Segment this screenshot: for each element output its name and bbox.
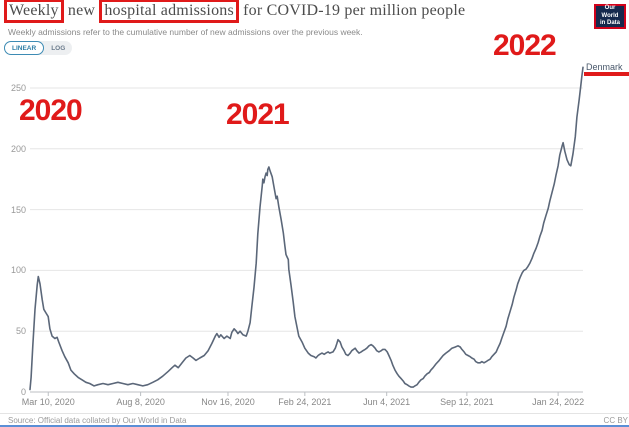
footer-divider xyxy=(0,413,629,414)
x-axis-tick-label: Aug 8, 2020 xyxy=(116,397,165,407)
x-axis-tick-label: Sep 12, 2021 xyxy=(440,397,494,407)
annotation-2020: 2020 xyxy=(19,94,83,127)
x-axis-tick-label: Feb 24, 2021 xyxy=(278,397,332,407)
y-axis-tick-label: 0 xyxy=(20,387,26,397)
owid-logo-line2: in Data xyxy=(599,20,620,27)
y-axis-tick-label: 100 xyxy=(10,265,26,276)
annotation-2021: 2021 xyxy=(226,98,290,131)
log-button[interactable]: LOG xyxy=(51,44,66,52)
title-annotation-box-hospital-admissions: hospital admissions xyxy=(99,0,239,23)
source-note: Source: Official data collated by Our Wo… xyxy=(8,416,187,425)
bottom-blue-line xyxy=(0,425,629,427)
linear-button[interactable]: LINEAR xyxy=(4,41,45,55)
series-label-denmark[interactable]: Denmark xyxy=(586,62,623,72)
y-axis-tick-label: 200 xyxy=(10,143,26,154)
y-axis-tick-label: 150 xyxy=(10,204,26,215)
license-cc-by[interactable]: CC BY xyxy=(603,416,628,425)
title-text-rest: for COVID-19 per million people xyxy=(238,2,466,19)
x-axis-tick-label: Mar 10, 2020 xyxy=(21,397,75,407)
owid-logo-line1: Our World xyxy=(601,5,619,19)
owid-logo[interactable]: Our World in Data xyxy=(594,4,626,29)
y-axis-tick-label: 250 xyxy=(10,83,26,93)
title-text: new xyxy=(63,2,100,19)
x-axis-tick-label: Jan 24, 2022 xyxy=(532,397,585,407)
page-title: Weekly new hospital admissions for COVID… xyxy=(4,0,466,23)
y-axis-tick-label: 50 xyxy=(15,326,26,337)
owid-logo-text: Our World in Data xyxy=(596,5,624,28)
title-annotation-box-weekly: Weekly xyxy=(4,0,64,23)
x-axis-tick-label: Jun 4, 2021 xyxy=(363,397,411,407)
chart-subtitle: Weekly admissions refer to the cumulativ… xyxy=(8,27,363,37)
annotation-denmark-underline xyxy=(584,72,629,76)
x-axis-tick-label: Nov 16, 2020 xyxy=(201,397,255,407)
denmark-line-series[interactable] xyxy=(29,66,584,391)
annotation-2022: 2022 xyxy=(493,29,557,62)
scale-toggle: LINEAR LOG xyxy=(4,41,73,55)
